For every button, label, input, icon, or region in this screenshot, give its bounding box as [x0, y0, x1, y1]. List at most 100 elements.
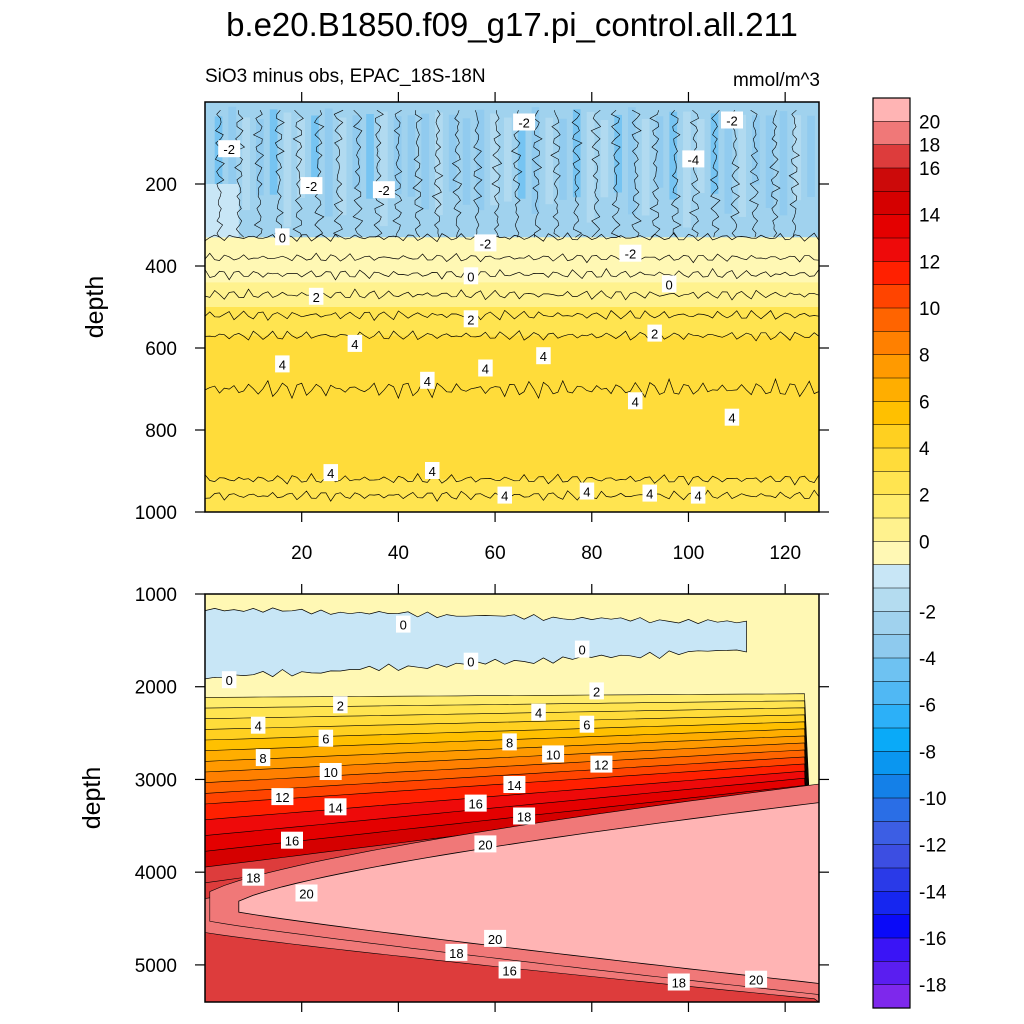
lower-contour-label: 16: [468, 797, 482, 812]
colorbar-tick-label: -20: [919, 1022, 946, 1024]
upper-y-tick-label: 1000: [135, 503, 177, 524]
lower-contour-label-box: [667, 973, 690, 991]
upper-contour-line: [531, 110, 543, 238]
upper-contour-label: -2: [518, 116, 530, 131]
upper-x-tick-label: 40: [388, 543, 409, 564]
lower-negative-band: [205, 607, 747, 680]
upper-contour-line: [550, 110, 561, 238]
lower-contour-label-box: [574, 640, 590, 658]
colorbar-tick-label: -8: [919, 742, 936, 763]
colorbar-frame: [872, 97, 911, 1009]
upper-contour-line: [610, 109, 621, 238]
upper-stripe: [269, 109, 278, 195]
upper-contour-label: 4: [429, 464, 436, 479]
upper-contour-label-box: [628, 392, 643, 410]
lower-contour-label-box: [324, 798, 347, 816]
lower-contour-label-box: [445, 943, 468, 961]
upper-stripe: [545, 117, 554, 205]
colorbar-tick-label: -6: [919, 696, 936, 717]
lower-y-tick-label: 1000: [135, 585, 177, 606]
lower-contour-label-box: [531, 703, 546, 721]
upper-contour-line: [314, 110, 325, 238]
upper-contour-line: [234, 110, 246, 238]
upper-contour-label-box: [425, 462, 440, 479]
upper-contour-line: [730, 110, 741, 238]
upper-contour-field: [205, 102, 819, 512]
upper-contour-line: [451, 110, 463, 238]
chart-units: mmol/m^3: [733, 70, 820, 91]
upper-contour-line: [205, 330, 819, 342]
chart-subtitle: SiO3 minus obs, EPAC_18S-18N: [205, 66, 486, 87]
upper-stripe: [628, 107, 636, 215]
upper-contour-label-box: [218, 140, 241, 158]
lower-contour-label: 16: [285, 834, 299, 849]
upper-contour-line: [788, 109, 800, 238]
upper-contour-line: [631, 109, 642, 238]
lower-y-tick-label: 2000: [135, 678, 177, 699]
colorbar-tick-label: -10: [919, 789, 946, 810]
upper-x-tick-label: 60: [485, 543, 506, 564]
colorbar-cell: [872, 867, 911, 892]
upper-contour-line: [473, 110, 483, 238]
upper-contour-label-box: [721, 111, 743, 129]
upper-stripe: [531, 107, 540, 214]
upper-contour-label: 2: [651, 327, 658, 342]
upper-contour-line: [688, 109, 701, 238]
upper-plot-frame: [204, 101, 820, 513]
lower-contour-label: 12: [594, 758, 608, 773]
upper-stripe: [324, 108, 333, 217]
upper-stripe: [614, 114, 622, 193]
colorbar-cell: [872, 727, 911, 752]
colorbar-tick-label: -4: [919, 649, 936, 670]
colorbar-cells: [872, 97, 911, 1009]
colorbar-cell: [872, 261, 911, 286]
upper-contour-line: [431, 110, 444, 238]
lower-contour-label: 18: [517, 810, 531, 825]
lower-contour-label-box: [463, 652, 479, 670]
upper-stripe: [380, 111, 388, 227]
colorbar-cell: [872, 237, 911, 262]
upper-x-tick-label: 120: [769, 543, 801, 564]
upper-contour-line: [205, 252, 819, 264]
upper-contour-label: 0: [665, 277, 672, 292]
upper-contour-label: -2: [625, 247, 637, 262]
upper-contour-label: -2: [306, 179, 318, 194]
lower-contour-label: 4: [255, 719, 262, 734]
upper-contour-line: [205, 378, 819, 400]
upper-contour-label: -2: [480, 236, 492, 251]
upper-contour-label: 4: [540, 349, 547, 364]
upper-contour-line: [214, 109, 225, 238]
lower-contour-label-box: [498, 961, 521, 979]
lower-top-band: [205, 594, 819, 607]
upper-stripe: [393, 116, 402, 195]
colorbar-tick-label: 12: [919, 252, 940, 273]
lower-contour-label: 10: [323, 765, 337, 780]
colorbar-cell: [872, 447, 911, 472]
upper-x-tick-label: 100: [673, 543, 705, 564]
lower-contour-label: 12: [275, 790, 289, 805]
lower-contour-label-box: [396, 615, 411, 633]
upper-contour-line: [491, 110, 503, 238]
upper-contour-label-box: [323, 464, 338, 482]
lower-contour-label: 0: [578, 643, 585, 658]
upper-contour-label-box: [372, 181, 395, 199]
upper-contour-label-box: [536, 347, 551, 365]
lower-contour-label: 10: [546, 747, 560, 762]
colorbar-tick-label: -14: [919, 882, 947, 903]
lower-contour-label: 14: [507, 778, 521, 793]
colorbar-tick-label: 4: [919, 439, 930, 460]
colorbar-cell: [872, 657, 911, 682]
upper-contour-line: [391, 109, 403, 238]
lower-contour-label: 6: [322, 732, 329, 747]
colorbar-cell: [872, 144, 911, 169]
upper-contour-label-box: [463, 267, 479, 285]
lower-contour-label-box: [745, 970, 768, 988]
upper-y-axis-label: depth: [81, 276, 109, 339]
upper-stripe: [669, 111, 678, 200]
upper-contour-label: -4: [688, 152, 700, 167]
lower-contour-field: [205, 594, 819, 1002]
upper-stripe: [572, 109, 581, 198]
colorbar-cell: [872, 307, 911, 332]
